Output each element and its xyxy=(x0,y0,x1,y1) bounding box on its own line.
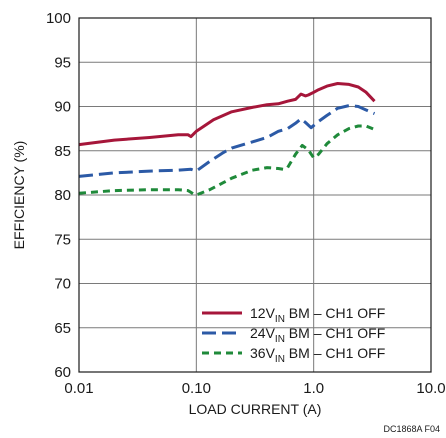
legend-label-1: 12VIN BM – CH1 OFF xyxy=(250,305,385,325)
tick-labels: 60 65 70 75 80 85 90 95 100 0.01 0.10 1.0 10.0 xyxy=(46,10,446,397)
y-tick-label: 95 xyxy=(54,54,71,71)
series-line-2 xyxy=(78,104,376,178)
y-tick-label: 90 xyxy=(54,99,71,116)
y-tick-label: 85 xyxy=(54,143,71,160)
figure-code: DC1868A F04 xyxy=(383,424,440,434)
legend-label-3: 36VIN BM – CH1 OFF xyxy=(250,345,385,365)
y-tick-label: 75 xyxy=(54,231,71,248)
x-axis-title: LOAD CURRENT (A) xyxy=(189,401,322,417)
series-lines xyxy=(78,82,376,197)
x-tick-label: 0.01 xyxy=(64,380,93,397)
x-tick-label: 10.0 xyxy=(416,380,445,397)
y-tick-label: 80 xyxy=(54,187,71,204)
x-tick-label: 0.10 xyxy=(182,380,211,397)
y-tick-label: 65 xyxy=(54,320,71,337)
y-axis-title: EFFICIENCY (%) xyxy=(11,141,27,250)
y-tick-label: 60 xyxy=(54,364,71,381)
legend-label-2: 24VIN BM – CH1 OFF xyxy=(250,325,385,345)
plot-frame xyxy=(78,17,432,373)
series-line-3 xyxy=(78,124,376,197)
y-tick-label: 100 xyxy=(46,10,71,27)
y-tick-label: 70 xyxy=(54,276,71,293)
x-tick-label: 1.0 xyxy=(303,380,324,397)
series-line-1 xyxy=(78,82,376,147)
